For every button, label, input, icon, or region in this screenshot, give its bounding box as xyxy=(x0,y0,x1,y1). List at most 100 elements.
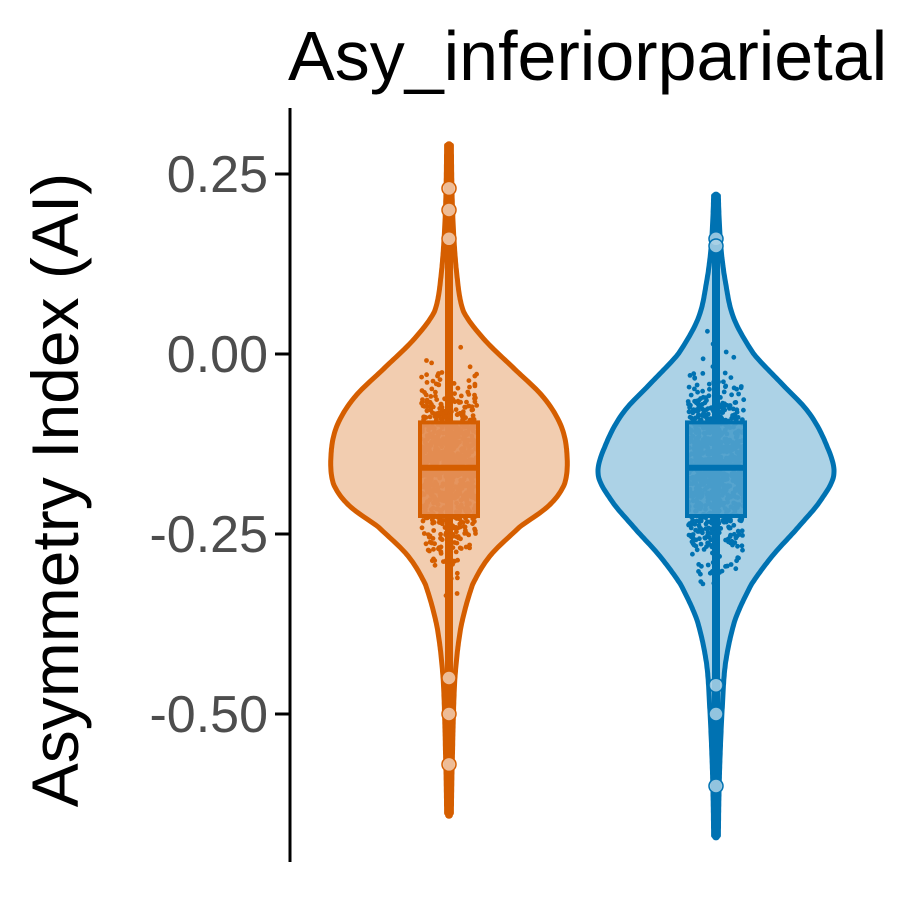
jitter-point xyxy=(692,386,697,392)
jitter-point xyxy=(721,517,727,523)
jitter-point xyxy=(706,381,712,387)
jitter-point xyxy=(689,539,695,545)
jitter-point xyxy=(451,381,457,386)
violin-groups xyxy=(328,141,837,841)
jitter-point xyxy=(429,401,434,407)
jitter-point xyxy=(735,543,740,549)
jitter-point xyxy=(455,385,461,391)
jitter-point xyxy=(721,379,726,385)
jitter-point xyxy=(419,525,425,531)
jitter-point xyxy=(710,550,715,556)
jitter-point xyxy=(688,534,694,540)
jitter-point xyxy=(420,397,425,402)
jitter-point xyxy=(424,397,430,403)
jitter-point xyxy=(706,525,711,531)
jitter-point xyxy=(698,402,704,408)
jitter-point xyxy=(460,409,466,415)
jitter-point xyxy=(707,386,712,392)
outlier-point xyxy=(441,706,457,722)
jitter-point xyxy=(460,520,466,525)
jitter-point xyxy=(432,541,437,547)
jitter-point xyxy=(696,562,702,567)
jitter-point xyxy=(710,560,716,565)
jitter-point xyxy=(467,542,472,548)
y-tick-label: -0.50 xyxy=(149,686,268,744)
jitter-point xyxy=(472,519,477,524)
jitter-point xyxy=(452,391,457,396)
jitter-point xyxy=(716,379,721,385)
jitter-point xyxy=(473,395,478,401)
jitter-point xyxy=(727,525,733,531)
jitter-point xyxy=(427,548,432,554)
jitter-point xyxy=(438,551,444,556)
jitter-point xyxy=(698,541,704,547)
jitter-point xyxy=(740,533,745,538)
jitter-point xyxy=(458,344,464,350)
jitter-point xyxy=(734,558,739,564)
jitter-point xyxy=(705,540,710,546)
jitter-point xyxy=(690,551,695,557)
jitter-point xyxy=(474,403,480,408)
jitter-point xyxy=(701,413,707,419)
jitter-point xyxy=(472,526,477,532)
outlier-point xyxy=(441,231,457,247)
jitter-point xyxy=(467,384,472,390)
jitter-point xyxy=(472,381,478,387)
jitter-point xyxy=(711,530,716,536)
jitter-point xyxy=(458,536,463,542)
jitter-point xyxy=(450,558,455,564)
jitter-point xyxy=(723,537,728,543)
jitter-point xyxy=(738,384,744,389)
jitter-point xyxy=(700,371,706,376)
jitter-point xyxy=(419,374,424,380)
jitter-point xyxy=(686,384,692,390)
jitter-point xyxy=(686,409,692,415)
jitter-point xyxy=(467,364,473,370)
jitter-point xyxy=(448,576,454,581)
jitter-point xyxy=(436,545,442,551)
jitter-point xyxy=(448,409,454,414)
jitter-point xyxy=(434,413,440,419)
jitter-point xyxy=(731,354,737,360)
jitter-point xyxy=(700,388,705,394)
y-tick-label: 0.00 xyxy=(167,326,268,384)
jitter-point xyxy=(734,407,740,413)
jitter-point xyxy=(448,517,454,522)
jitter-point xyxy=(424,408,430,414)
jitter-point xyxy=(443,558,449,563)
jitter-point xyxy=(424,380,430,385)
jitter-point xyxy=(711,379,717,385)
jitter-point xyxy=(705,328,710,334)
jitter-point xyxy=(713,410,719,416)
jitter-point xyxy=(723,383,729,389)
jitter-point xyxy=(697,536,702,542)
jitter-point xyxy=(723,564,728,569)
jitter-point xyxy=(703,521,709,527)
jitter-point xyxy=(714,402,720,408)
jitter-point xyxy=(454,591,460,596)
outlier-point xyxy=(708,778,724,794)
jitter-point xyxy=(688,392,694,398)
jitter-point xyxy=(709,544,715,550)
jitter-point xyxy=(733,400,739,405)
jitter-point xyxy=(474,371,479,377)
jitter-point xyxy=(428,394,434,399)
jitter-point xyxy=(721,389,727,395)
jitter-point xyxy=(427,414,433,420)
outlier-point xyxy=(441,670,457,686)
jitter-point xyxy=(431,546,436,552)
chart-title: Asy_inferiorparietal xyxy=(288,17,887,95)
jitter-point xyxy=(693,543,699,549)
y-tick-label: -0.25 xyxy=(149,506,268,564)
jitter-point xyxy=(694,547,700,553)
jitter-point xyxy=(690,517,696,523)
jitter-point xyxy=(438,415,443,421)
jitter-point xyxy=(741,397,747,403)
jitter-point xyxy=(720,410,726,415)
jitter-point xyxy=(731,385,737,391)
jitter-point xyxy=(438,536,444,542)
outlier-point xyxy=(708,706,724,722)
jitter-point xyxy=(448,371,453,377)
jitter-point xyxy=(735,528,741,534)
y-tick-label: 0.25 xyxy=(167,146,268,204)
